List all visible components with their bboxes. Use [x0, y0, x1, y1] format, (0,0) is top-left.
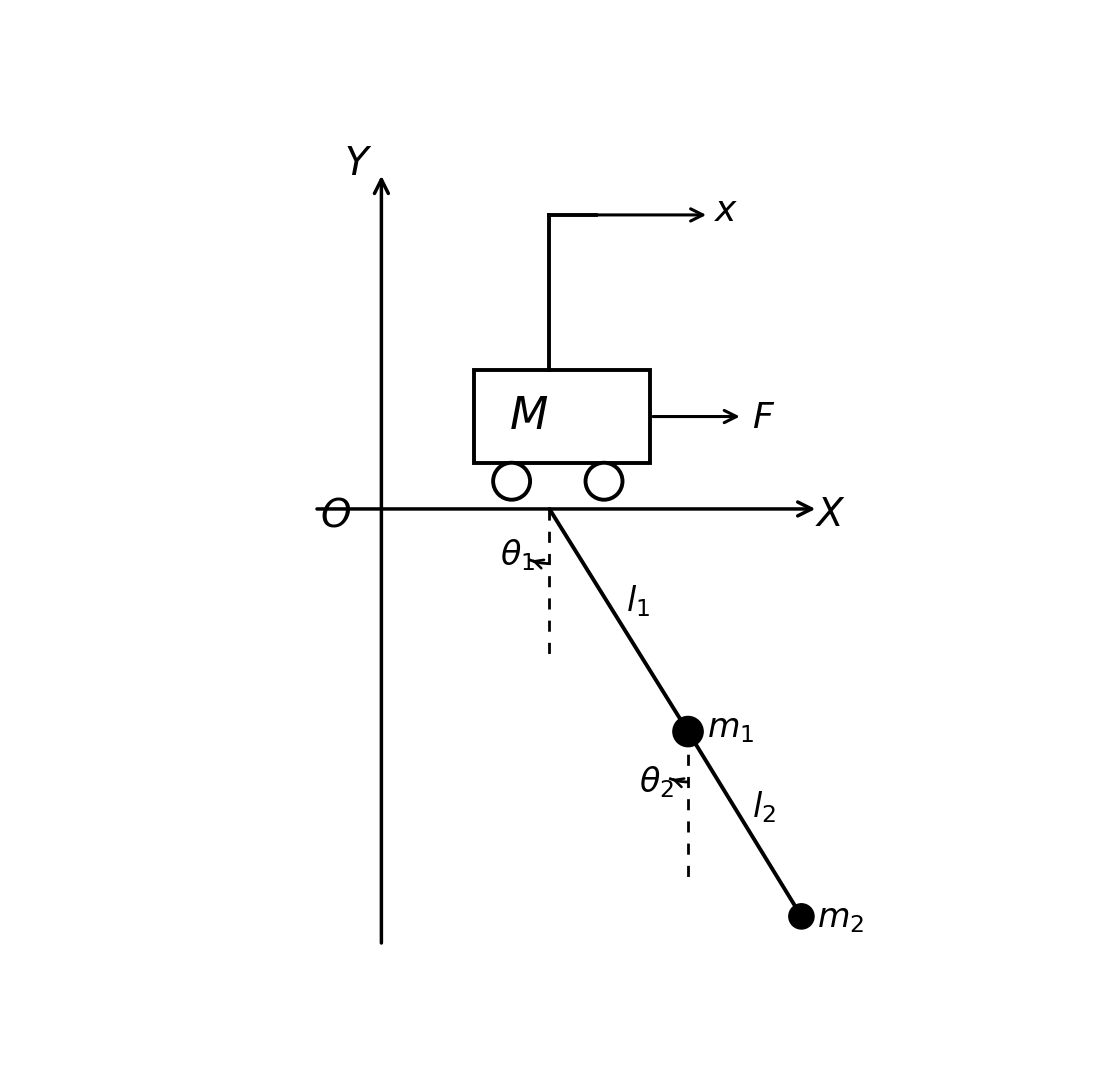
Text: $m_2$: $m_2$ — [817, 903, 864, 935]
Circle shape — [789, 903, 814, 928]
Text: $\theta_2$: $\theta_2$ — [639, 764, 674, 800]
Text: $Y$: $Y$ — [344, 146, 372, 183]
Text: $F$: $F$ — [752, 401, 776, 435]
Bar — [474, 370, 650, 463]
Circle shape — [493, 463, 530, 500]
Text: $O$: $O$ — [319, 497, 351, 535]
Text: $\theta_1$: $\theta_1$ — [500, 537, 535, 573]
Text: $X$: $X$ — [816, 497, 846, 535]
Text: $l_1$: $l_1$ — [626, 584, 650, 620]
Text: $m_1$: $m_1$ — [708, 714, 755, 745]
Text: $x$: $x$ — [713, 194, 738, 228]
Text: $l_2$: $l_2$ — [751, 789, 776, 825]
Circle shape — [585, 463, 622, 500]
Circle shape — [673, 717, 703, 746]
Text: $M$: $M$ — [509, 395, 548, 439]
